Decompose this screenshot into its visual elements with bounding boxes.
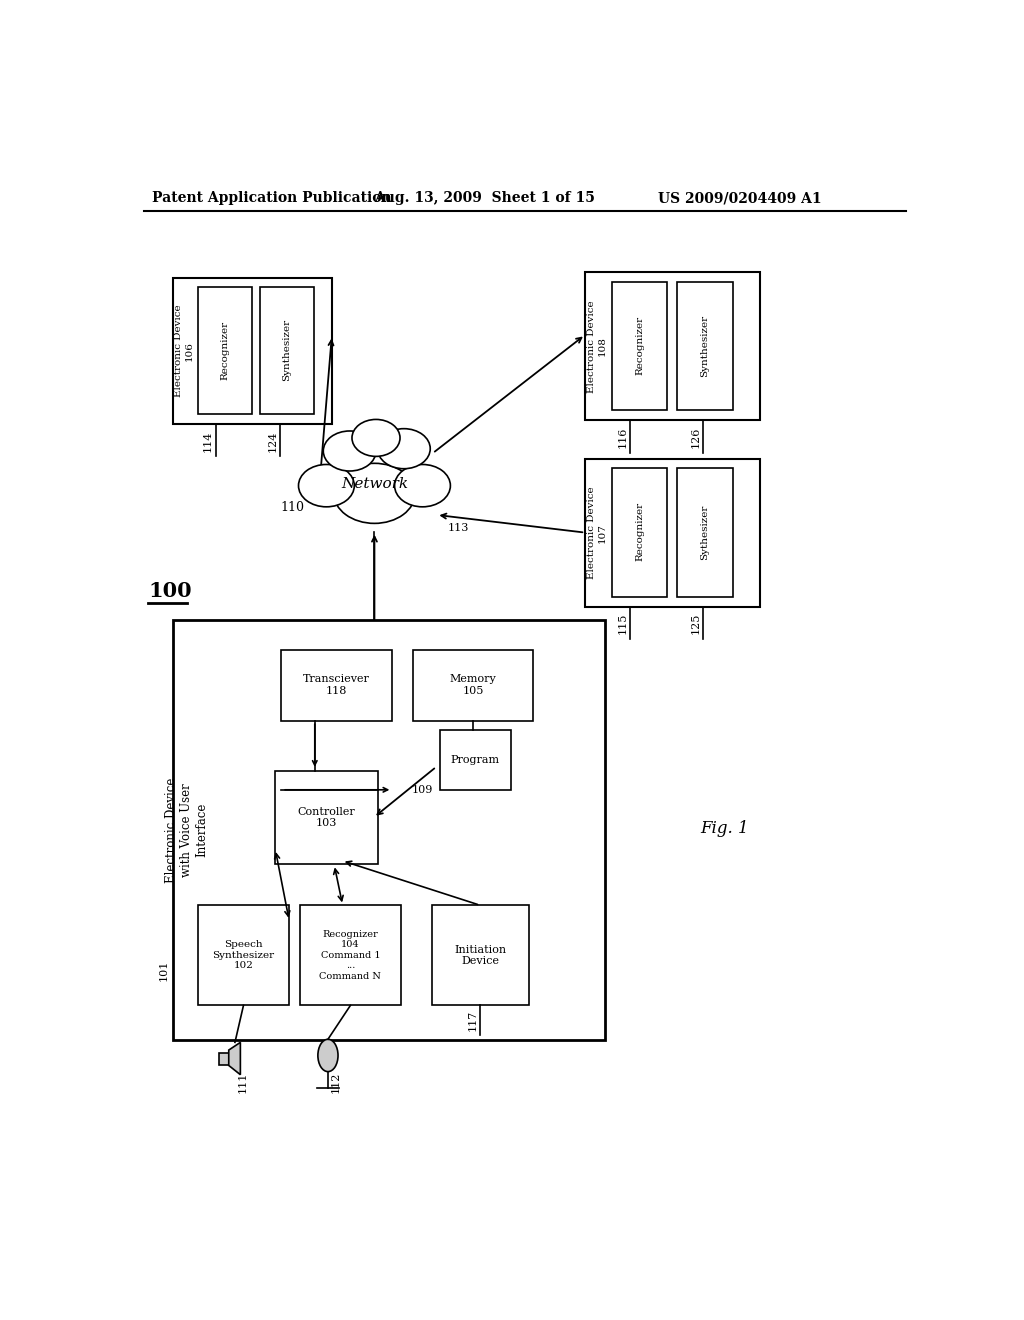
Ellipse shape [352, 420, 400, 457]
Text: Synthesizer: Synthesizer [283, 319, 292, 381]
Text: 125: 125 [690, 612, 700, 634]
Text: Transciever
118: Transciever 118 [303, 675, 370, 696]
Text: 126: 126 [690, 426, 700, 447]
Bar [586, 272, 760, 420]
Bar [219, 1053, 229, 1065]
Text: 111: 111 [238, 1072, 248, 1093]
Polygon shape [228, 1043, 241, 1074]
Text: 114: 114 [203, 430, 213, 451]
Text: Network: Network [341, 477, 408, 491]
Bar [260, 286, 314, 414]
Text: Electronic Device
108: Electronic Device 108 [587, 300, 606, 392]
Text: Controller
103: Controller 103 [298, 807, 355, 829]
Text: Aug. 13, 2009  Sheet 1 of 15: Aug. 13, 2009 Sheet 1 of 15 [374, 191, 595, 206]
Bar [677, 281, 732, 411]
Bar [414, 649, 534, 721]
Bar [586, 459, 760, 607]
Text: Sythesizer: Sythesizer [700, 504, 709, 560]
Text: 117: 117 [468, 1010, 477, 1031]
Text: Program: Program [451, 755, 500, 764]
Text: Electronic Device
with Voice User
Interface: Electronic Device with Voice User Interf… [166, 777, 209, 883]
Text: Electronic Device
107: Electronic Device 107 [587, 486, 606, 579]
Text: Recognizer: Recognizer [635, 315, 644, 375]
Bar [300, 906, 400, 1006]
Bar [173, 277, 332, 424]
Text: 124: 124 [267, 430, 278, 451]
Text: Speech
Synthesizer
102: Speech Synthesizer 102 [212, 940, 274, 970]
Text: 109: 109 [412, 785, 433, 795]
Ellipse shape [324, 430, 376, 471]
Text: 116: 116 [617, 426, 628, 447]
Text: 115: 115 [617, 612, 628, 634]
Ellipse shape [378, 429, 430, 469]
Bar [198, 906, 289, 1006]
Text: Recognizer: Recognizer [635, 503, 644, 561]
Ellipse shape [299, 465, 354, 507]
Text: 113: 113 [447, 523, 469, 533]
Text: Recognizer: Recognizer [220, 321, 229, 380]
Bar [439, 730, 511, 789]
Bar [677, 469, 732, 597]
Text: Fig. 1: Fig. 1 [700, 820, 750, 837]
Ellipse shape [394, 465, 451, 507]
Text: 101: 101 [159, 960, 169, 982]
Ellipse shape [317, 1039, 338, 1072]
Text: Memory
105: Memory 105 [450, 675, 497, 696]
Text: 110: 110 [281, 500, 304, 513]
Text: Initiation
Device: Initiation Device [455, 945, 506, 966]
Text: Synthesizer: Synthesizer [700, 314, 709, 376]
Bar [173, 620, 605, 1040]
Bar [611, 281, 668, 411]
Text: US 2009/0204409 A1: US 2009/0204409 A1 [658, 191, 822, 206]
Bar [198, 286, 252, 414]
Text: 100: 100 [148, 581, 191, 601]
Text: Electronic Device
106: Electronic Device 106 [174, 305, 194, 397]
Bar [282, 649, 391, 721]
Bar [432, 906, 528, 1006]
Bar [611, 469, 668, 597]
Ellipse shape [334, 463, 415, 523]
Text: 112: 112 [331, 1072, 341, 1093]
Bar [275, 771, 378, 865]
Text: Recognizer
104
Command 1
...
Command N: Recognizer 104 Command 1 ... Command N [319, 931, 381, 981]
Text: Patent Application Publication: Patent Application Publication [152, 191, 391, 206]
